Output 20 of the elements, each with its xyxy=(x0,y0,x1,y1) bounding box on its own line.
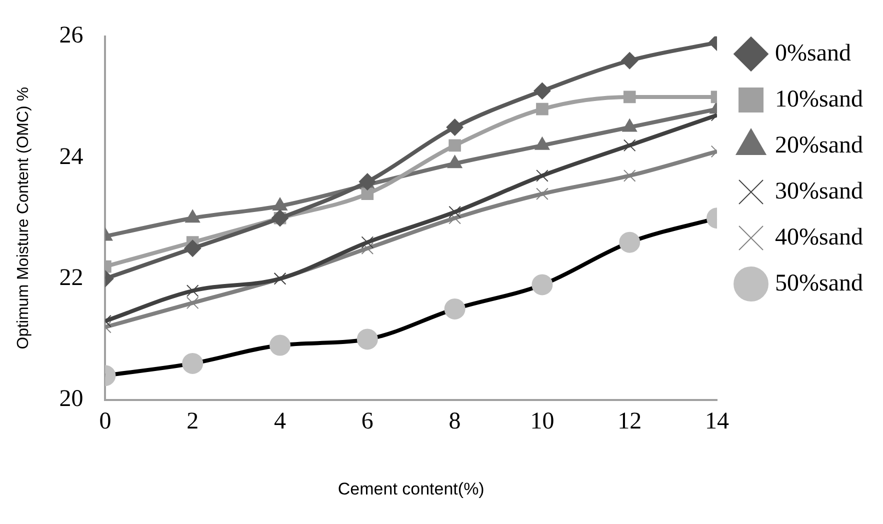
x-tick-label: 14 xyxy=(705,408,730,434)
x-tick-label: 10 xyxy=(530,408,554,434)
y-axis-title: Optimum Moisture Content (OMC) % xyxy=(15,86,32,350)
x-axis-title: Cement content(%) xyxy=(338,479,484,498)
legend-label: 50%sand xyxy=(775,270,863,296)
x-tick-label: 0 xyxy=(99,408,112,434)
x-tick-label: 12 xyxy=(618,408,642,434)
x-tick-label: 2 xyxy=(186,408,199,434)
x-tick-label: 8 xyxy=(448,408,461,434)
legend-label: 30%sand xyxy=(775,178,863,204)
y-tick-label: 26 xyxy=(59,22,84,49)
x-tick-label: 4 xyxy=(274,408,286,434)
legend-label: 0%sand xyxy=(775,40,851,66)
legend-label: 10%sand xyxy=(775,86,863,112)
legend-label: 40%sand xyxy=(775,224,863,250)
y-tick-label: 24 xyxy=(59,144,84,170)
y-tick-label: 22 xyxy=(59,264,84,291)
x-tick-label: 6 xyxy=(361,408,374,434)
legend-label: 20%sand xyxy=(775,132,863,158)
y-tick-label: 20 xyxy=(59,386,84,412)
